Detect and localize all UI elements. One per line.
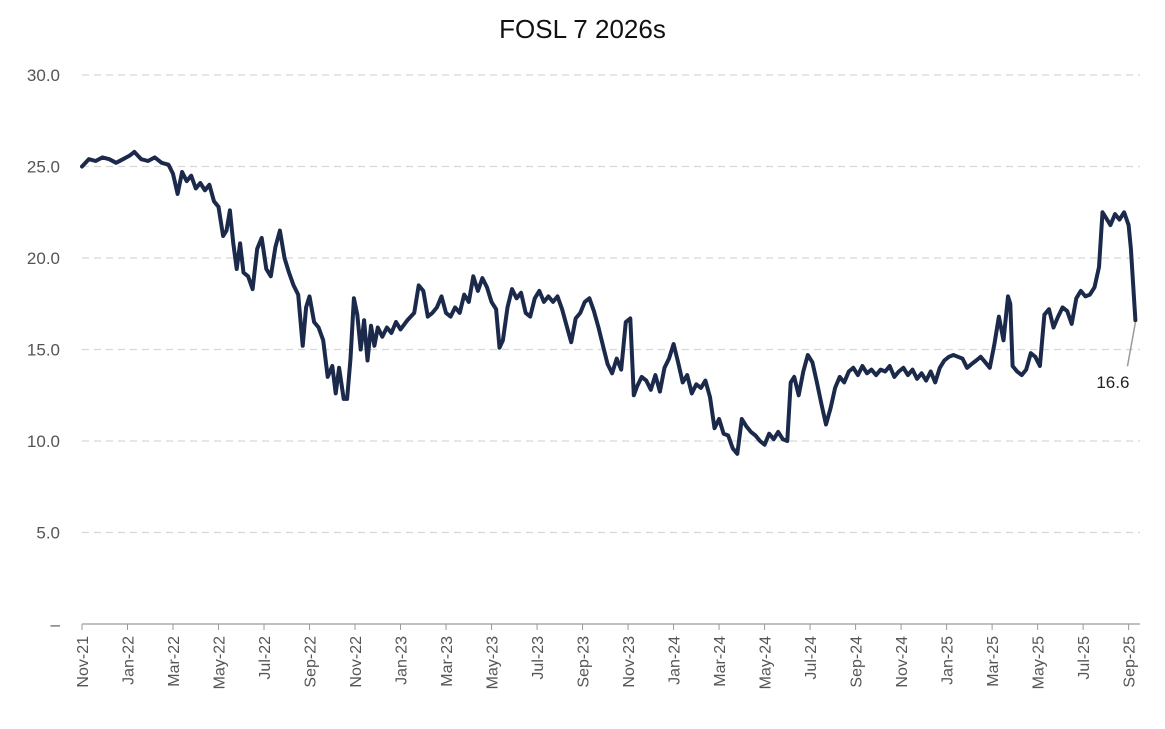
x-tick-label: Jul-22 [257, 636, 274, 680]
end-value-label: 16.6 [1096, 373, 1129, 392]
y-tick-label: 25.0 [27, 158, 60, 177]
x-tick-label: Jul-23 [530, 636, 547, 680]
y-axis-tick-labels: – 5.0 10.0 15.0 20.0 25.0 30.0 [27, 66, 61, 634]
x-axis-ticks [81, 624, 1130, 630]
x-tick-label: Jan-25 [940, 636, 957, 685]
series-line-fosl-7-2026s [80, 149, 1138, 456]
x-tick-label: Jul-24 [803, 636, 820, 680]
x-axis-tick-labels: Nov-21 Jan-22 Mar-22 May-22 Jul-22 Sep-22 Nov-… [75, 636, 1139, 689]
y-tick-label: 10.0 [27, 432, 60, 451]
gridlines [82, 74, 1140, 534]
x-tick-label: Sep-23 [576, 636, 593, 688]
x-tick-label: Jan-23 [394, 636, 411, 685]
x-tick-label: May-24 [758, 636, 775, 689]
x-tick-label: Jul-25 [1076, 636, 1093, 680]
x-tick-label: Mar-22 [166, 636, 183, 687]
x-tick-label: Mar-23 [439, 636, 456, 687]
x-tick-label: Jan-24 [667, 636, 684, 685]
x-tick-label: Sep-24 [849, 636, 866, 688]
y-tick-label: 20.0 [27, 249, 60, 268]
x-tick-label: Sep-25 [1122, 636, 1139, 688]
x-tick-label: Sep-22 [303, 636, 320, 688]
x-tick-label: Nov-23 [621, 636, 638, 688]
x-tick-label: Nov-21 [75, 636, 92, 688]
x-tick-label: Nov-24 [894, 636, 911, 688]
x-tick-label: May-23 [485, 636, 502, 689]
y-tick-label: 30.0 [27, 66, 60, 85]
end-value-leader-line [1126, 322, 1137, 367]
x-tick-label: Mar-24 [712, 636, 729, 687]
x-tick-label: Nov-22 [348, 636, 365, 688]
x-tick-label: Jan-22 [121, 636, 138, 685]
y-tick-label: 15.0 [27, 341, 60, 360]
x-tick-label: May-22 [212, 636, 229, 689]
y-tick-label: 5.0 [36, 524, 60, 543]
chart-title: FOSL 7 2026s [499, 14, 666, 44]
y-tick-label: – [51, 615, 61, 634]
x-tick-label: May-25 [1031, 636, 1048, 689]
x-tick-label: Mar-25 [985, 636, 1002, 687]
